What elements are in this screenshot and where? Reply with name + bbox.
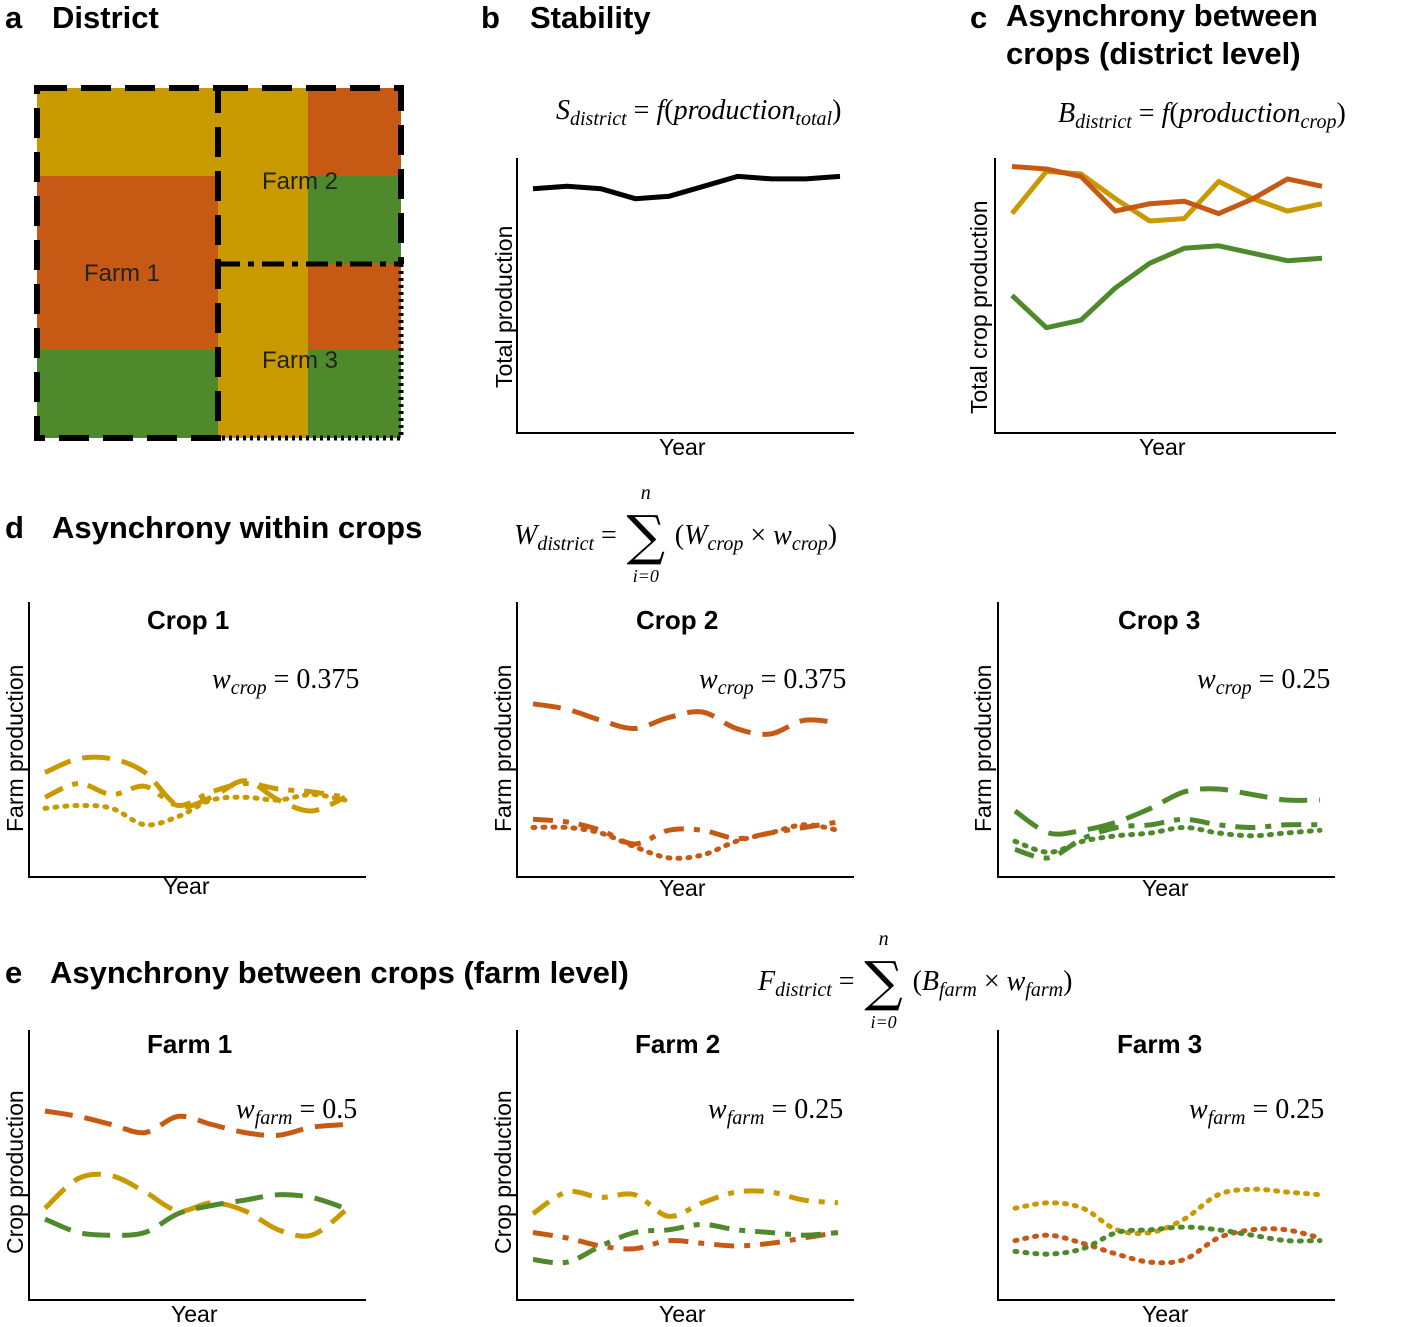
farm1-x-axis-label: Year bbox=[171, 1301, 218, 1327]
panel-d2-series-3-line bbox=[530, 822, 841, 861]
summation-icon: n ∑ i=0 bbox=[864, 928, 903, 1032]
crop1-plot-title: Crop 1 bbox=[147, 605, 230, 635]
panel-d2-series-2-line bbox=[532, 816, 839, 847]
panel-c-title-line1: Asynchrony between bbox=[1006, 0, 1318, 33]
panel-d1-axes bbox=[28, 602, 366, 878]
farm1-label: Farm 1 bbox=[84, 260, 161, 287]
panel-d-letter: d bbox=[5, 510, 24, 545]
panel-b-axes bbox=[516, 158, 854, 434]
panel-e1-axes bbox=[28, 1030, 366, 1301]
panel-c-series-3-line bbox=[1010, 243, 1323, 331]
panel-c-x-axis-label: Year bbox=[1139, 434, 1186, 460]
district-map: Farm 1 Farm 2 Farm 3 bbox=[34, 85, 404, 441]
farm3-x-axis-label: Year bbox=[1142, 1301, 1189, 1327]
farm3-weight: wfarm = 0.25 bbox=[1189, 1094, 1325, 1129]
farm2-boundary bbox=[218, 85, 404, 264]
panel-c-axes bbox=[994, 158, 1336, 434]
farm2-x-axis-label: Year bbox=[659, 1301, 706, 1327]
panel-e-title: Asynchrony between crops (farm level) bbox=[50, 955, 629, 990]
panel-d1-series-3-line bbox=[42, 792, 348, 828]
farm3-label: Farm 3 bbox=[262, 347, 339, 374]
crop1-weight: wcrop = 0.375 bbox=[212, 664, 360, 699]
panel-e1-series-1-line bbox=[44, 1108, 346, 1139]
farm2-label: Farm 2 bbox=[262, 168, 339, 195]
panel-c-title-line2: crops (district level) bbox=[1006, 36, 1301, 71]
panel-b-letter: b bbox=[481, 0, 500, 35]
farm3-boundary bbox=[218, 264, 404, 441]
panel-c-formula: Bdistrict = f(productioncrop) bbox=[1058, 98, 1346, 133]
panel-c-series-1-line bbox=[1010, 168, 1323, 224]
panel-d1-series-2-line bbox=[43, 780, 346, 809]
crop3-x-axis-label: Year bbox=[1142, 875, 1189, 901]
panel-e2-series-1-line bbox=[531, 1188, 839, 1219]
panel-e3-series-1-line bbox=[1012, 1186, 1323, 1236]
panel-e3-axes bbox=[997, 1030, 1335, 1301]
crop2-weight: wcrop = 0.375 bbox=[699, 664, 847, 699]
farm3-crop3-field bbox=[308, 350, 401, 438]
panel-d3-series-2-line bbox=[1014, 816, 1321, 861]
panel-b-title: Stability bbox=[530, 0, 651, 35]
panel-e2-series-3-line bbox=[532, 1221, 839, 1266]
panel-e3-series-2-line bbox=[1012, 1226, 1323, 1266]
farm2-crop3-field bbox=[308, 176, 401, 264]
panel-e3-series-3-line bbox=[1012, 1224, 1323, 1257]
panel-d3-series-3-line bbox=[1012, 825, 1323, 855]
panel-b-formula: Sdistrict = f(productiontotal) bbox=[556, 95, 842, 130]
panel-a-letter: a bbox=[5, 0, 23, 35]
crop3-weight: wcrop = 0.25 bbox=[1197, 664, 1331, 699]
panel-e2-series-2-line bbox=[532, 1230, 839, 1252]
panel-d2-series-1-line bbox=[532, 701, 839, 737]
crop1-x-axis-label: Year bbox=[163, 873, 210, 899]
farm1-crop2-field bbox=[37, 176, 218, 350]
farm2-crop1-field bbox=[218, 88, 308, 264]
panel-e-formula: Fdistrict = n ∑ i=0 (Bfarm × wfarm) bbox=[758, 928, 1073, 1032]
panel-d2-axes bbox=[516, 602, 854, 878]
panel-e1-series-3-line bbox=[44, 1192, 346, 1238]
farm1-crop1-field bbox=[37, 88, 218, 176]
crop2-plot-title: Crop 2 bbox=[636, 605, 719, 635]
farm1-plot-title: Farm 1 bbox=[147, 1029, 233, 1059]
panel-b-series-1-line bbox=[532, 173, 841, 202]
crop2-x-axis-label: Year bbox=[659, 875, 706, 901]
farm2-weight: wfarm = 0.25 bbox=[708, 1094, 844, 1129]
farm3-crop2-field bbox=[308, 264, 401, 350]
farm2-plot-title: Farm 2 bbox=[635, 1029, 721, 1059]
crop3-plot-title: Crop 3 bbox=[1118, 605, 1201, 635]
panel-c-series-2-line bbox=[1011, 164, 1323, 217]
farm3-plot-title: Farm 3 bbox=[1117, 1029, 1203, 1059]
panel-b-x-axis-label: Year bbox=[659, 434, 706, 460]
summation-icon: n ∑ i=0 bbox=[626, 482, 666, 586]
panel-d-title: Asynchrony within crops bbox=[52, 510, 423, 545]
panel-d1-series-1-line bbox=[43, 754, 347, 814]
farm3-crop1-field bbox=[218, 264, 308, 438]
panel-d3-axes bbox=[997, 602, 1335, 878]
panel-e-letter: e bbox=[5, 955, 23, 990]
farm2-crop2-field bbox=[308, 88, 401, 176]
farm1-weight: wfarm = 0.5 bbox=[236, 1094, 358, 1129]
panel-d-formula: Wdistrict = n ∑ i=0 (Wcrop × wcrop) bbox=[514, 482, 838, 586]
farm1-crop3-field bbox=[37, 350, 218, 438]
panel-a-title: District bbox=[52, 0, 159, 35]
panel-e2-axes bbox=[516, 1030, 854, 1301]
panel-c-letter: c bbox=[970, 0, 988, 35]
farm1-boundary bbox=[34, 85, 221, 441]
panel-d3-series-1-line bbox=[1013, 786, 1321, 837]
panel-e1-series-2-line bbox=[43, 1171, 347, 1239]
